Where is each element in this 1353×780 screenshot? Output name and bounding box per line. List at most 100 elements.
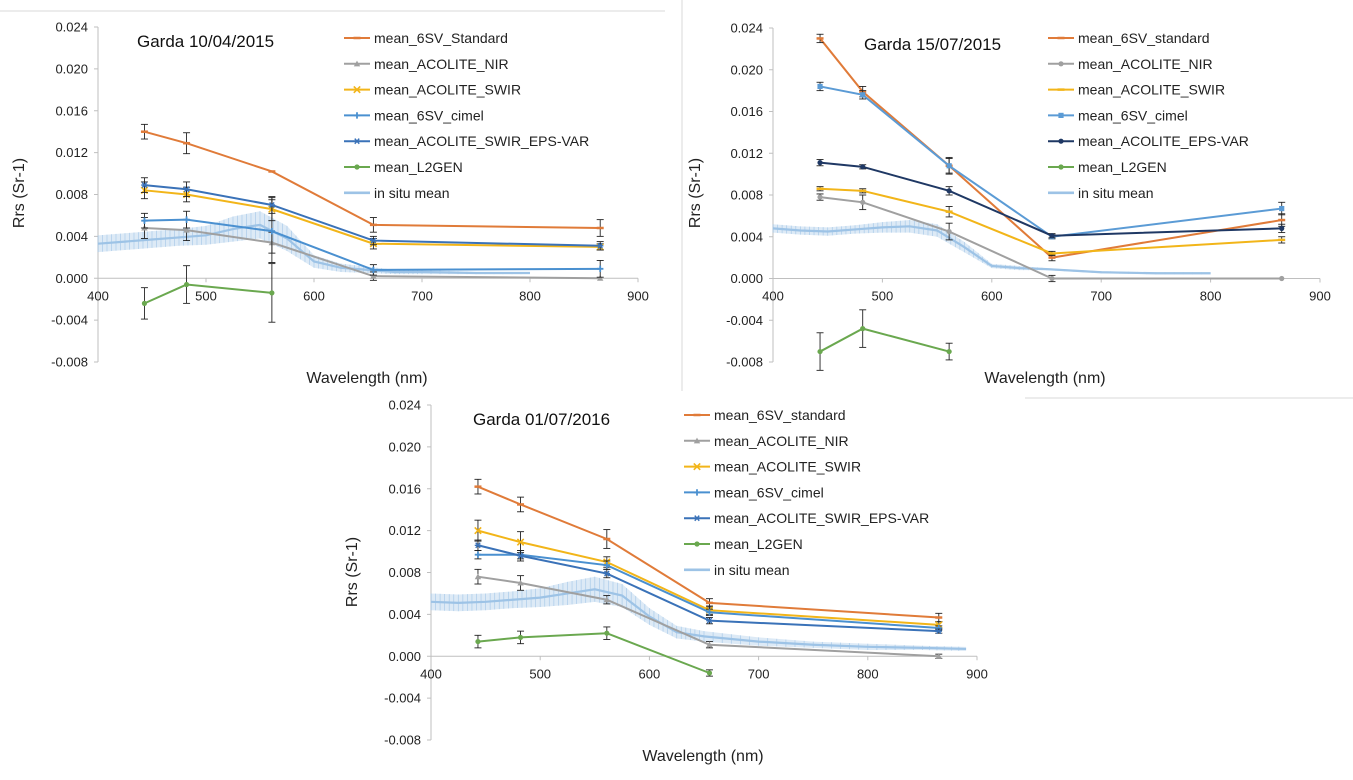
x-tick-label: 700 <box>748 666 770 681</box>
legend-marker <box>693 515 701 522</box>
data-point <box>860 199 866 205</box>
data-point <box>817 194 823 200</box>
data-point <box>817 83 823 90</box>
legend-item-mean-6sv-cimel: mean_6SV_cimel <box>344 107 484 123</box>
x-tick-label: 700 <box>411 288 433 303</box>
data-point <box>706 609 713 616</box>
legend: mean_6SV_standard mean_ACOLITE_NIR mean_AC… <box>1048 30 1249 201</box>
data-point <box>517 579 524 586</box>
legend-marker <box>353 60 361 67</box>
data-point <box>474 526 482 535</box>
series-line <box>477 632 710 674</box>
data-point <box>268 201 276 208</box>
x-tick-label: 900 <box>627 288 649 303</box>
data-point <box>604 630 610 636</box>
x-tick-label: 900 <box>1309 289 1331 304</box>
legend-label: mean_ACOLITE_NIR <box>1078 56 1213 72</box>
data-point <box>474 542 482 549</box>
data-point <box>1279 205 1285 212</box>
legend-label: mean_ACOLITE_SWIR <box>374 82 521 98</box>
series-mean-acolite-swir <box>816 186 1286 256</box>
data-point <box>860 164 866 170</box>
legend-marker <box>1058 164 1064 170</box>
y-axis-title: Rrs (Sr-1) <box>344 537 361 607</box>
series-mean-acolite-nir <box>474 568 943 659</box>
legend-item-mean-l2gen: mean_L2GEN <box>684 536 803 552</box>
series-mean-6sv-cimel <box>816 81 1286 240</box>
y-tick-label: 0.024 <box>55 20 88 35</box>
y-tick-label: 0.012 <box>730 146 763 161</box>
legend-label: mean_6SV_cimel <box>714 484 824 500</box>
series-mean-l2gen <box>140 263 276 323</box>
data-point <box>141 300 148 306</box>
series-line-in-situ-mean <box>772 225 1211 275</box>
legend-label: mean_ACOLITE_NIR <box>374 56 509 72</box>
series-mean-acolite-nir <box>816 193 1285 283</box>
legend-item-mean-acolite-nir: mean_ACOLITE_NIR <box>1048 56 1213 72</box>
series-mean-6sv-standard <box>140 123 604 237</box>
x-tick-label: 800 <box>857 666 879 681</box>
y-axis-title: Rrs (Sr-1) <box>11 158 28 228</box>
legend-label: mean_6SV_standard <box>1078 30 1210 46</box>
series-mean-6sv-cimel <box>140 199 604 278</box>
y-tick-label: 0.012 <box>388 523 421 538</box>
y-tick-label: -0.004 <box>51 313 88 328</box>
data-point <box>597 265 604 273</box>
legend-item-in-situ-mean: in situ mean <box>1048 185 1153 201</box>
x-tick-label: 600 <box>981 289 1003 304</box>
y-tick-label: 0.024 <box>388 398 421 413</box>
y-tick-label: 0.024 <box>730 21 763 36</box>
legend-item-mean-acolite-nir: mean_ACOLITE_NIR <box>684 433 849 449</box>
data-point <box>517 552 524 559</box>
data-point <box>269 290 275 296</box>
legend-marker <box>1058 112 1064 118</box>
series-line <box>819 187 1282 255</box>
data-point <box>603 570 611 577</box>
data-point <box>1279 275 1285 282</box>
legend-label: mean_ACOLITE_SWIR_EPS-VAR <box>714 510 929 526</box>
legend-item-mean-l2gen: mean_L2GEN <box>1048 159 1167 175</box>
y-tick-label: 0.008 <box>730 188 763 203</box>
data-point <box>370 266 377 274</box>
legend-marker <box>353 112 361 119</box>
data-point <box>183 216 190 223</box>
data-point <box>1279 225 1285 231</box>
legend-label: mean_6SV_cimel <box>374 107 484 123</box>
y-tick-label: 0.000 <box>55 271 88 286</box>
data-point <box>141 182 148 189</box>
legend-marker <box>693 489 701 496</box>
legend-item-mean-6sv-cimel: mean_6SV_cimel <box>1048 107 1188 123</box>
legend-label: mean_6SV_standard <box>714 407 846 423</box>
series-mean-l2gen <box>816 309 953 371</box>
legend: mean_6SV_Standard mean_ACOLITE_NIR mean_AC… <box>344 30 589 201</box>
legend-marker <box>354 164 360 170</box>
legend-item-in-situ-mean: in situ mean <box>344 185 449 201</box>
legend-marker <box>693 462 701 471</box>
x-axis-title: Wavelength (nm) <box>984 370 1105 387</box>
series-line-in-situ-mean <box>97 223 530 275</box>
series-line <box>819 85 1282 238</box>
data-point <box>141 217 148 224</box>
y-tick-label: 0.008 <box>55 187 88 202</box>
chart-garda-2015-04-10: 0.024 0.020 0.016 0.012 0.008 0.004 0.000 -0.00… <box>11 20 649 388</box>
y-axis-title: Rrs (Sr-1) <box>687 158 704 228</box>
x-tick-label: 400 <box>87 288 109 303</box>
in-situ-uncertainty-band <box>431 576 967 652</box>
x-tick-label: 800 <box>1200 289 1222 304</box>
legend-marker <box>1058 138 1064 144</box>
legend-label: mean_ACOLITE_EPS-VAR <box>1078 133 1249 149</box>
x-tick-label: 600 <box>639 666 661 681</box>
x-tick-label: 500 <box>195 288 217 303</box>
series-mean-acolite-swir-eps-var <box>140 177 604 251</box>
data-point <box>860 326 866 332</box>
legend-label: mean_ACOLITE_SWIR <box>1078 82 1225 98</box>
y-tick-label: -0.008 <box>51 355 88 370</box>
data-point <box>860 92 866 98</box>
legend-item-mean-acolite-nir: mean_ACOLITE_NIR <box>344 56 509 72</box>
legend-item-mean-6sv-cimel: mean_6SV_cimel <box>684 484 824 500</box>
chart-title: Garda 01/07/2016 <box>473 410 610 429</box>
y-tick-label: 0.016 <box>388 481 421 496</box>
legend-item-mean-6sv-standard: mean_6SV_Standard <box>344 30 508 46</box>
chart-title: Garda 15/07/2015 <box>864 35 1001 54</box>
